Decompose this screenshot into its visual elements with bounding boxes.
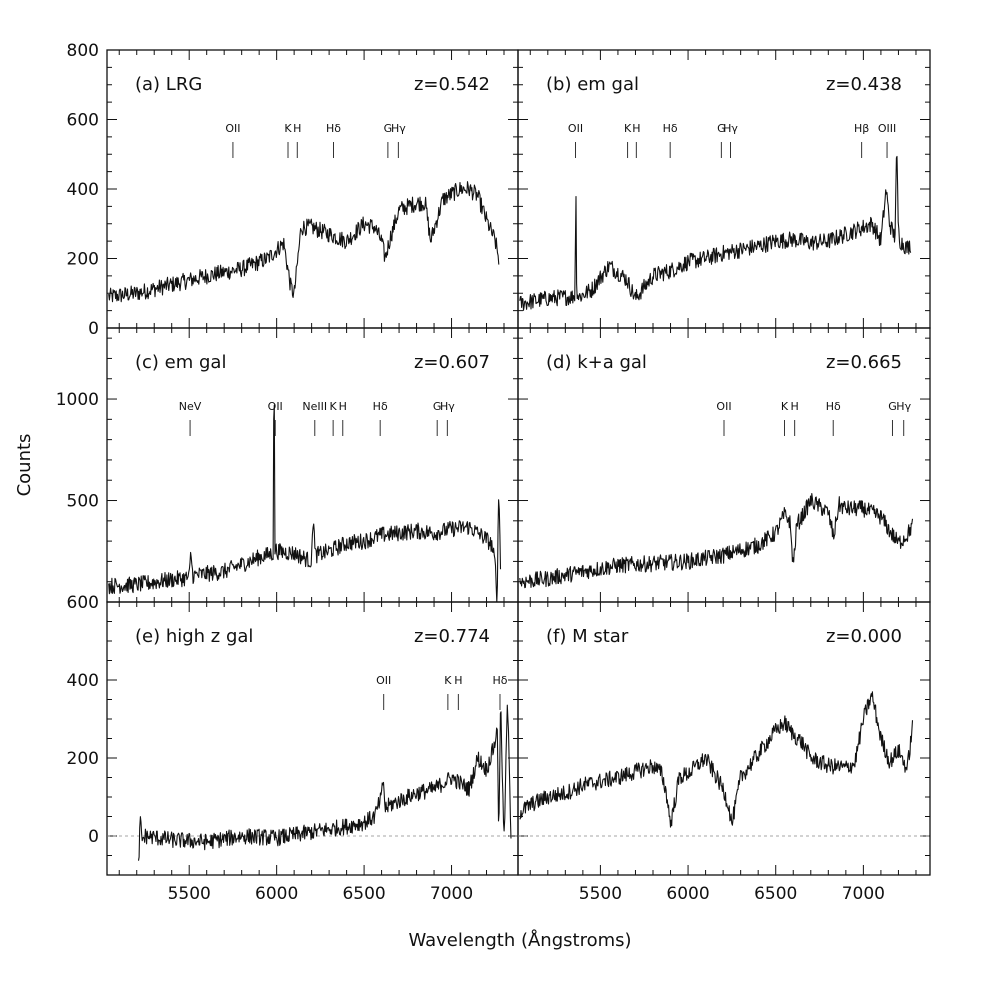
spectrum-line — [519, 691, 914, 828]
x-axis-label: Wavelength (Ångstroms) — [408, 929, 631, 951]
spectrum-line — [137, 704, 512, 861]
y-tick-label: 800 — [67, 41, 99, 61]
spectrum-line — [108, 181, 500, 303]
x-tick-label: 7000 — [430, 884, 473, 904]
x-tick-label: 6000 — [666, 884, 709, 904]
line-marker-label: Hδ — [826, 400, 841, 413]
panel-title: (e) high z gal — [135, 626, 253, 647]
line-marker-label: NeIII — [302, 400, 327, 413]
y-tick-label: 200 — [67, 250, 99, 270]
line-marker-label: G — [433, 400, 442, 413]
line-marker-label: H — [454, 674, 462, 687]
y-tick-label: 400 — [67, 671, 99, 691]
y-tick-label: 400 — [67, 180, 99, 200]
line-marker-label: OII — [268, 400, 283, 413]
y-tick-label: 600 — [67, 111, 99, 131]
panel-0: 0 200 400 600 800 (a) LRG z=0.542 OII K H Hδ GHγ — [67, 41, 519, 339]
x-tick-label: 6500 — [342, 884, 385, 904]
x-tick-label: 7000 — [842, 884, 885, 904]
panel-5: 5500 6000 6500 7000 (f) M star z=0.000 — [517, 601, 931, 904]
line-marker-label: Hδ — [326, 122, 341, 135]
line-marker-label: K — [624, 122, 632, 135]
line-marker-label: OII — [568, 122, 583, 135]
line-marker-label: NeV — [179, 400, 202, 413]
panel-1: (b) em gal z=0.438 OII K H Hδ GHγ Hβ OIII — [517, 49, 931, 329]
y-tick-label: 500 — [67, 492, 99, 512]
line-marker-label: Hδ — [663, 122, 678, 135]
line-marker-label: K — [330, 400, 338, 413]
y-tick-label: 0 — [88, 827, 99, 847]
spectrum-line — [108, 404, 502, 603]
line-marker-label: K — [444, 674, 452, 687]
x-tick-label: 6500 — [754, 884, 797, 904]
panel-z-label: z=0.665 — [826, 352, 902, 373]
line-marker-label: Hδ — [492, 674, 507, 687]
panel-z-label: z=0.774 — [414, 626, 490, 647]
spectrum-line — [519, 493, 914, 589]
line-marker-label: H — [791, 400, 799, 413]
line-marker-label: OII — [716, 400, 731, 413]
panel-title: (c) em gal — [135, 352, 226, 373]
y-tick-label: 200 — [67, 749, 99, 769]
line-marker-label: OII — [376, 674, 391, 687]
panel-4: 0 200 400 600 5500 6000 6500 7000 (e) high z gal… — [67, 593, 519, 904]
line-marker-label: Hγ — [391, 122, 406, 135]
spectrum-line — [519, 155, 912, 311]
line-marker-label: Hδ — [373, 400, 388, 413]
x-tick-label: 5500 — [579, 884, 622, 904]
line-marker-label: H — [632, 122, 640, 135]
line-marker-label: Hγ — [896, 400, 911, 413]
line-marker-label: K — [284, 122, 292, 135]
panel-3: (d) k+a gal z=0.665 OII K H Hδ G Hγ — [517, 327, 931, 603]
line-marker-label: Hγ — [723, 122, 738, 135]
panel-title: (b) em gal — [546, 74, 639, 95]
panel-2: 500 1000 (c) em gal z=0.607 NeV OII NeIII K H Hδ G… — [56, 327, 519, 603]
line-marker-label: G — [384, 122, 393, 135]
line-marker-label: G — [717, 122, 726, 135]
line-marker-label: G — [888, 400, 897, 413]
panel-title: (f) M star — [546, 626, 629, 647]
x-tick-label: 6000 — [255, 884, 298, 904]
y-tick-label: 1000 — [56, 390, 99, 410]
line-marker-label: Hγ — [440, 400, 455, 413]
panel-z-label: z=0.542 — [414, 74, 490, 95]
line-marker-label: OII — [225, 122, 240, 135]
panel-z-label: z=0.438 — [826, 74, 902, 95]
y-axis-label: Counts — [14, 434, 35, 497]
panel-z-label: z=0.000 — [826, 626, 902, 647]
line-marker-label: Hβ — [854, 122, 869, 135]
line-marker-label: H — [339, 400, 347, 413]
line-marker-label: OIII — [878, 122, 896, 135]
y-tick-label: 0 — [88, 319, 99, 339]
x-tick-label: 5500 — [168, 884, 211, 904]
y-tick-label: 600 — [67, 593, 99, 613]
panel-title: (d) k+a gal — [546, 352, 647, 373]
panel-z-label: z=0.607 — [414, 352, 490, 373]
line-marker-label: K — [781, 400, 789, 413]
line-marker-label: H — [293, 122, 301, 135]
panel-title: (a) LRG — [135, 74, 202, 95]
